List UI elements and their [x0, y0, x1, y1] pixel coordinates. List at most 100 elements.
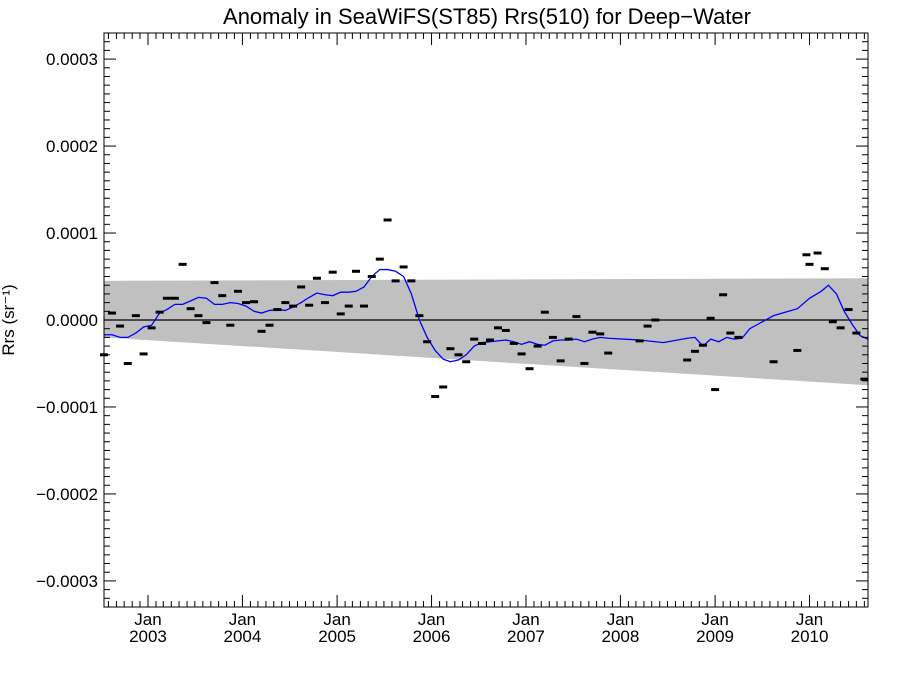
chart-title: Anomaly in SeaWiFS(ST85) Rrs(510) for De…	[223, 4, 751, 29]
data-point	[683, 358, 692, 362]
data-point	[383, 218, 392, 222]
x-tick-label-month: Jan	[512, 610, 539, 629]
x-tick-label-year: 2004	[224, 627, 262, 646]
data-point	[178, 262, 187, 266]
data-point	[336, 312, 345, 316]
data-point	[439, 385, 448, 389]
x-tick-label-year: 2007	[507, 627, 545, 646]
y-tick-label: 0.0002	[46, 137, 98, 156]
data-point	[289, 304, 298, 308]
data-point	[828, 320, 837, 324]
y-tick-label: 0.0003	[46, 50, 98, 69]
data-point	[108, 311, 117, 315]
data-point	[202, 321, 211, 325]
data-point	[540, 310, 549, 314]
data-point	[844, 308, 853, 312]
axes-layer: 0.0003 0.0002 0.0001 0.0000 −0.0001 −0.0002 −0…	[36, 32, 869, 646]
x-tick-label-month: Jan	[796, 610, 823, 629]
data-point	[813, 251, 822, 255]
data-point	[604, 351, 613, 355]
y-tick-label: −0.0001	[36, 398, 98, 417]
data-point	[477, 341, 486, 345]
data-point	[548, 335, 557, 339]
x-tick-label-year: 2008	[601, 627, 639, 646]
data-point	[769, 360, 778, 364]
x-tick-label-month: Jan	[323, 610, 350, 629]
data-point	[706, 316, 715, 320]
data-point	[344, 304, 353, 308]
data-point	[415, 314, 424, 318]
x-tick-label-month: Jan	[229, 610, 256, 629]
data-point	[556, 359, 565, 363]
data-point	[250, 300, 259, 304]
data-point	[454, 353, 463, 357]
y-tick-label: −0.0002	[36, 485, 98, 504]
data-point	[793, 348, 802, 352]
data-point	[726, 331, 735, 335]
data-point	[367, 275, 376, 279]
data-point	[186, 307, 195, 311]
data-point	[242, 301, 251, 305]
data-point	[719, 293, 728, 297]
data-point	[431, 395, 440, 399]
data-point	[494, 326, 503, 330]
data-point	[734, 335, 743, 339]
data-point	[860, 377, 869, 381]
data-point	[320, 301, 329, 305]
data-point	[802, 253, 811, 257]
data-point	[509, 341, 518, 345]
data-point	[147, 326, 156, 330]
data-point	[643, 324, 652, 328]
x-tick-label-month: Jan	[418, 610, 445, 629]
data-point	[407, 279, 416, 283]
x-tick-label-year: 2010	[791, 627, 829, 646]
data-point	[852, 331, 861, 335]
data-point	[265, 323, 274, 327]
data-point	[698, 343, 707, 347]
data-point	[517, 352, 526, 356]
data-point	[328, 270, 337, 274]
data-point	[194, 314, 203, 318]
data-point	[711, 388, 720, 392]
data-point	[805, 262, 814, 266]
data-point	[305, 303, 314, 307]
x-tick-label-year: 2005	[318, 627, 356, 646]
x-tick-label-month: Jan	[607, 610, 634, 629]
data-point	[820, 267, 829, 271]
data-point	[525, 367, 534, 371]
data-point	[234, 289, 243, 293]
data-point	[635, 339, 644, 343]
data-point	[470, 337, 479, 341]
y-axis-label: Rrs (sr⁻¹)	[0, 284, 18, 355]
data-point	[533, 344, 542, 348]
data-point	[486, 338, 495, 342]
data-point	[836, 326, 845, 330]
x-tick-label-year: 2006	[413, 627, 451, 646]
data-point	[501, 328, 510, 332]
data-point	[116, 324, 125, 328]
data-point	[446, 347, 455, 351]
data-point	[273, 308, 282, 312]
smoothed-anomaly-line	[104, 268, 869, 363]
x-tick-label-year: 2009	[696, 627, 734, 646]
data-point	[588, 330, 597, 334]
data-point	[375, 257, 384, 261]
data-point	[123, 361, 132, 365]
y-tick-label: 0.0001	[46, 224, 98, 243]
y-tick-label: −0.0003	[36, 572, 98, 591]
data-point	[312, 276, 321, 280]
y-tick-label: 0.0000	[46, 311, 98, 330]
data-point	[360, 304, 369, 308]
data-point	[391, 279, 400, 283]
data-point	[596, 332, 605, 336]
data-point	[564, 337, 573, 341]
data-point	[170, 296, 179, 300]
data-point	[281, 301, 290, 305]
data-point	[226, 323, 235, 327]
data-point	[462, 360, 471, 364]
data-point	[131, 314, 140, 318]
smoothed-series-layer	[104, 268, 869, 363]
data-points-layer	[100, 218, 869, 399]
data-point	[580, 361, 589, 365]
